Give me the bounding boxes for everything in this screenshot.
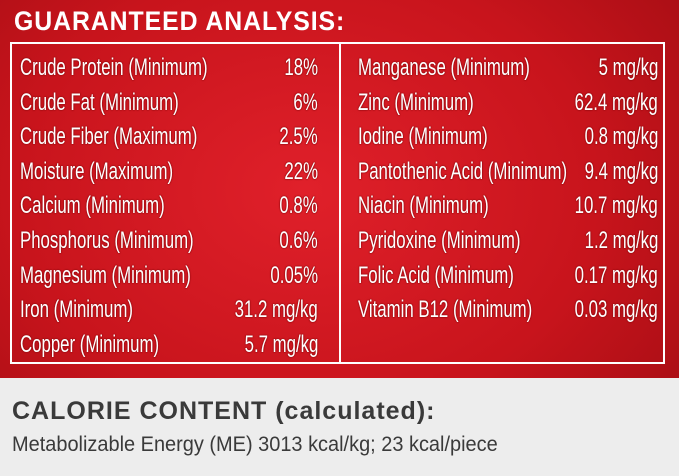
nutrient-name: Copper (Minimum): [20, 330, 160, 358]
nutrient-value: 0.8 mg/kg: [584, 123, 658, 151]
nutrient-value: 6%: [293, 88, 318, 116]
nutrient-value: 0.05%: [270, 261, 318, 289]
nutrient-name: Phosphorus (Minimum): [20, 227, 194, 254]
nutrient-value: 5.7 mg/kg: [244, 330, 318, 358]
nutrient-value: 18%: [284, 54, 318, 81]
nutrient-name: Pantothenic Acid (Minimum): [358, 157, 568, 185]
nutrient-value: 22%: [284, 157, 318, 185]
nutrient-value: 9.4 mg/kg: [584, 157, 658, 185]
nutrient-value: 0.17 mg/kg: [574, 261, 658, 289]
nutrient-name: Niacin (Minimum): [358, 192, 489, 220]
nutrient-name: Zinc (Minimum): [358, 88, 474, 116]
nutrient-name: Calcium (Minimum): [20, 192, 165, 220]
nutrient-name: Folic Acid (Minimum): [358, 261, 514, 289]
nutrient-value: 62.4 mg/kg: [574, 88, 658, 116]
calorie-title: CALORIE CONTENT (calculated):: [12, 397, 436, 425]
nutrient-value: 0.6%: [279, 227, 318, 254]
nutrient-name: Vitamin B12 (Minimum): [358, 296, 533, 324]
nutrient-name: Moisture (Maximum): [20, 157, 174, 185]
nutrient-name: Magnesium (Minimum): [20, 261, 191, 289]
nutrient-value: 0.8%: [279, 192, 318, 220]
divider: [339, 42, 341, 364]
nutrient-value: 1.2 mg/kg: [584, 227, 658, 254]
nutrient-name: Pyridoxine (Minimum): [358, 227, 521, 254]
nutrient-name: Crude Fiber (Maximum): [20, 123, 198, 151]
nutrient-name: Crude Fat (Minimum): [20, 88, 179, 116]
calorie-text: Metabolizable Energy (ME) 3013 kcal/kg; …: [12, 433, 498, 456]
table-box: [10, 42, 665, 364]
nutrient-name: Iodine (Minimum): [358, 123, 488, 151]
nutrient-value: 2.5%: [279, 123, 318, 151]
nutrient-name: Crude Protein (Minimum): [20, 54, 208, 81]
nutrient-value: 5 mg/kg: [598, 54, 658, 81]
title: GUARANTEED ANALYSIS:: [14, 6, 346, 36]
nutrient-name: Manganese (Minimum): [358, 54, 530, 81]
nutrient-name: Iron (Minimum): [20, 296, 133, 324]
nutrient-value: 0.03 mg/kg: [574, 296, 658, 324]
calorie-panel: [0, 378, 679, 476]
nutrient-value: 10.7 mg/kg: [574, 192, 658, 220]
nutrient-value: 31.2 mg/kg: [234, 296, 318, 324]
